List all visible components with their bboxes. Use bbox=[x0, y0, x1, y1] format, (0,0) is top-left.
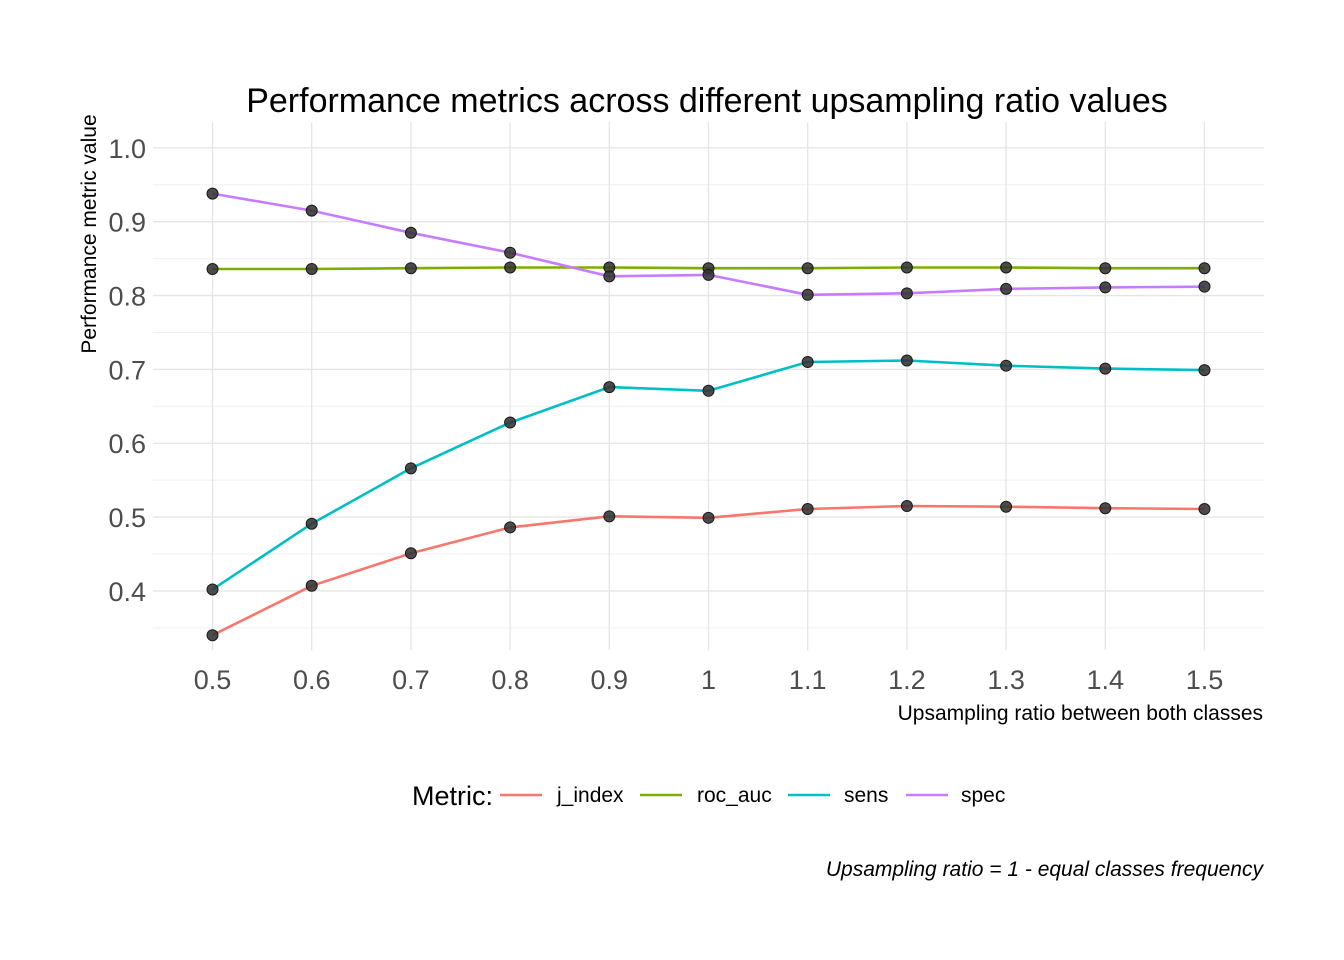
x-tick-label: 1.5 bbox=[1186, 665, 1224, 695]
x-tick-label: 0.8 bbox=[491, 665, 529, 695]
data-point-spec bbox=[900, 287, 913, 300]
data-point-roc_auc bbox=[900, 261, 913, 274]
legend-label-roc_auc: roc_auc bbox=[697, 784, 772, 807]
y-tick-label: 0.7 bbox=[108, 355, 146, 385]
legend-label-sens: sens bbox=[844, 784, 888, 807]
data-point-roc_auc bbox=[404, 262, 417, 275]
data-point-sens bbox=[305, 517, 318, 530]
legend: Metric: j_index roc_auc sens spec bbox=[412, 781, 1005, 811]
data-point-j_index bbox=[1198, 502, 1211, 515]
y-tick-label: 0.6 bbox=[108, 429, 146, 459]
x-axis-label: Upsampling ratio between both classes bbox=[898, 702, 1263, 725]
data-point-roc_auc bbox=[1198, 262, 1211, 275]
data-point-j_index bbox=[1099, 502, 1112, 515]
data-points bbox=[206, 187, 1211, 642]
x-tick-label: 1.3 bbox=[987, 665, 1025, 695]
data-point-j_index bbox=[603, 510, 616, 523]
data-point-spec bbox=[801, 288, 814, 301]
grid-lines bbox=[153, 122, 1264, 650]
x-tick-label: 0.9 bbox=[591, 665, 629, 695]
data-point-spec bbox=[404, 226, 417, 239]
data-point-sens bbox=[1198, 364, 1211, 377]
x-tick-label: 0.5 bbox=[194, 665, 232, 695]
legend-label-j_index: j_index bbox=[556, 784, 624, 807]
data-point-sens bbox=[1099, 362, 1112, 375]
data-point-spec bbox=[702, 268, 715, 281]
x-tick-label: 1.4 bbox=[1087, 665, 1125, 695]
chart-caption: Upsampling ratio = 1 - equal classes fre… bbox=[826, 858, 1265, 881]
data-point-sens bbox=[801, 356, 814, 368]
y-tick-label: 0.4 bbox=[108, 577, 146, 607]
data-point-roc_auc bbox=[504, 261, 517, 274]
data-point-sens bbox=[404, 462, 417, 475]
legend-title: Metric: bbox=[412, 781, 493, 811]
data-point-sens bbox=[603, 381, 616, 394]
data-point-sens bbox=[504, 416, 517, 429]
data-point-j_index bbox=[1000, 500, 1013, 513]
data-point-roc_auc bbox=[206, 262, 219, 275]
data-point-j_index bbox=[206, 629, 219, 642]
data-point-spec bbox=[1000, 282, 1013, 295]
data-point-roc_auc bbox=[305, 262, 318, 275]
data-point-sens bbox=[206, 583, 219, 596]
data-point-j_index bbox=[702, 511, 715, 524]
data-point-spec bbox=[1198, 280, 1211, 293]
data-point-j_index bbox=[305, 579, 318, 592]
x-tick-label: 1.1 bbox=[789, 665, 827, 695]
data-point-spec bbox=[1099, 281, 1112, 294]
data-point-spec bbox=[504, 246, 517, 259]
data-point-sens bbox=[1000, 359, 1013, 372]
data-point-j_index bbox=[404, 547, 417, 560]
x-tick-label: 1.2 bbox=[888, 665, 926, 695]
data-point-spec bbox=[603, 270, 616, 283]
chart-title: Performance metrics across different ups… bbox=[246, 82, 1168, 120]
data-point-sens bbox=[702, 384, 715, 397]
data-point-roc_auc bbox=[1099, 262, 1112, 275]
data-point-j_index bbox=[801, 502, 814, 515]
x-tick-label: 1 bbox=[701, 665, 716, 695]
y-tick-label: 0.9 bbox=[108, 208, 146, 238]
axis-ticks: 0.4 0.5 0.6 0.7 0.8 0.9 1.0 0.5 0.6 0.7 0.8 0.9 1 1.1… bbox=[108, 134, 1223, 695]
data-point-roc_auc bbox=[801, 262, 814, 275]
data-point-j_index bbox=[504, 521, 517, 534]
legend-label-spec: spec bbox=[961, 784, 1005, 807]
y-tick-label: 1.0 bbox=[108, 134, 146, 164]
y-tick-label: 0.5 bbox=[108, 503, 146, 533]
data-point-sens bbox=[900, 354, 913, 367]
data-point-spec bbox=[305, 204, 318, 217]
x-tick-label: 0.7 bbox=[392, 665, 430, 695]
data-point-roc_auc bbox=[1000, 261, 1013, 274]
y-tick-label: 0.8 bbox=[108, 282, 146, 312]
data-point-spec bbox=[206, 187, 219, 200]
x-tick-label: 0.6 bbox=[293, 665, 331, 695]
y-axis-label: Performance metric value bbox=[78, 114, 101, 353]
data-point-j_index bbox=[900, 500, 913, 512]
